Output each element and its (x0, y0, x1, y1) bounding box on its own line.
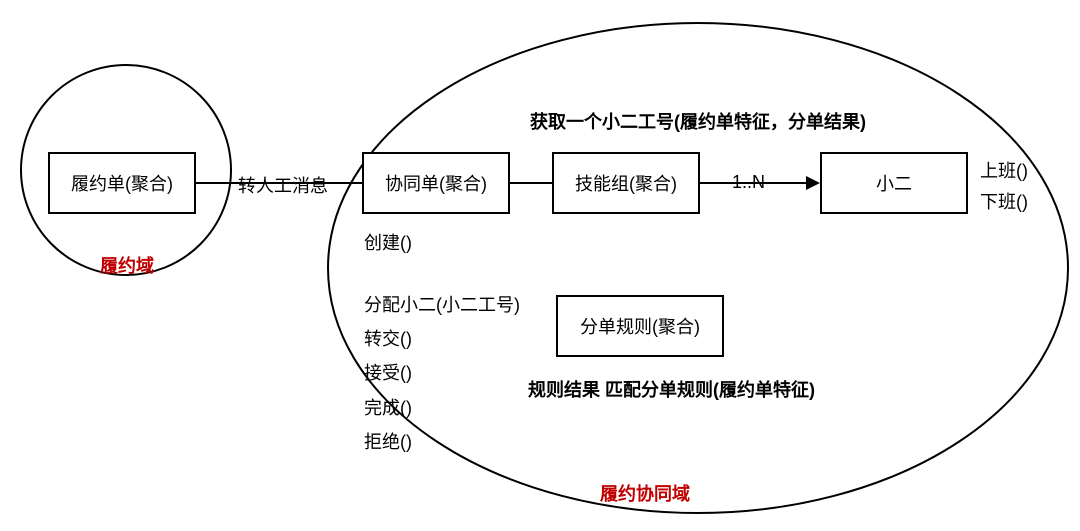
method-item: 拒绝() (364, 425, 520, 459)
method-item: 创建() (364, 226, 412, 260)
methods-collab-create: 创建() (364, 226, 412, 260)
node-fulfill-order: 履约单(聚合) (48, 152, 196, 214)
node-dispatch-rule-label: 分单规则(聚合) (580, 313, 700, 339)
method-item: 分配小二(小二工号) (364, 288, 520, 322)
edge-e3-label: 1..N (732, 172, 765, 193)
node-skill-group-label: 技能组(聚合) (575, 170, 677, 196)
node-skill-group: 技能组(聚合) (552, 152, 700, 214)
methods-collab-ops: 分配小二(小二工号) 转交() 接受() 完成() 拒绝() (364, 288, 520, 459)
edge-e1-label: 转人工消息 (238, 172, 328, 198)
node-dispatch-rule: 分单规则(聚合) (556, 295, 724, 357)
methods-agent-ops: 上班() 下班() (980, 156, 1028, 217)
svg-overlay (0, 0, 1080, 531)
domain-left-label: 履约域 (100, 252, 154, 278)
node-agent-label: 小二 (876, 170, 912, 196)
annotation-top: 获取一个小二工号(履约单特征，分单结果) (530, 108, 866, 134)
domain-right-label: 履约协同域 (600, 480, 690, 506)
node-collab-order-label: 协同单(聚合) (385, 170, 487, 196)
method-item: 完成() (364, 391, 520, 425)
edge-e3-arrow (806, 176, 820, 190)
diagram-canvas: 履约单(聚合) 协同单(聚合) 技能组(聚合) 小二 分单规则(聚合) 履约域 … (0, 0, 1080, 531)
node-collab-order: 协同单(聚合) (362, 152, 510, 214)
annotation-rule-result: 规则结果 匹配分单规则(履约单特征) (528, 376, 815, 402)
method-item: 上班() (980, 156, 1028, 187)
node-agent: 小二 (820, 152, 968, 214)
method-item: 转交() (364, 322, 520, 356)
method-item: 下班() (980, 187, 1028, 218)
node-fulfill-order-label: 履约单(聚合) (71, 170, 173, 196)
method-item: 接受() (364, 356, 520, 390)
